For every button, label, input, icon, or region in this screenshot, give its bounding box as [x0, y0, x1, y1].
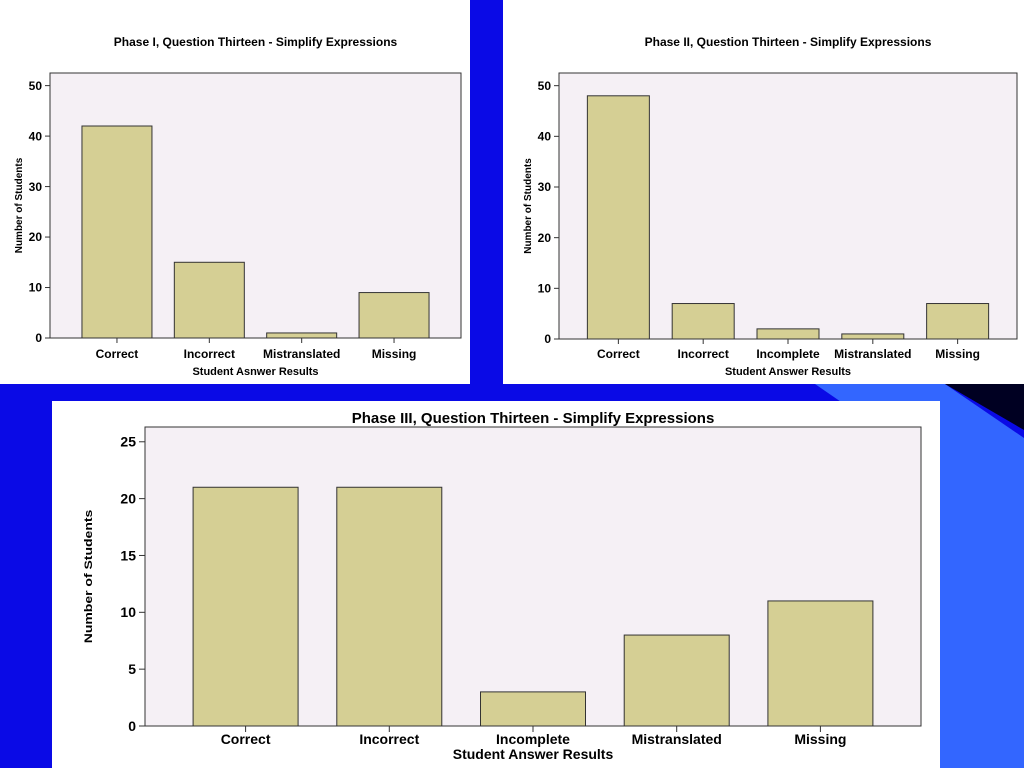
x-tick-label: Incorrect: [678, 347, 729, 361]
bar-correct: [81, 125, 153, 339]
y-axis-label: Number of Students: [82, 510, 94, 644]
y-tick-label: 20: [120, 491, 136, 507]
y-tick-label: 0: [128, 718, 136, 734]
y-tick-label: 25: [120, 434, 136, 450]
y-tick-label: 20: [29, 230, 43, 244]
x-tick-label: Incorrect: [184, 347, 235, 361]
y-tick-label: 40: [29, 129, 43, 143]
x-tick-label: Correct: [597, 347, 640, 361]
chart-title: Phase III, Question Thirteen - Simplify …: [352, 410, 715, 427]
y-tick-label: 5: [128, 661, 136, 677]
bar-incorrect: [173, 261, 245, 339]
x-tick-label: Incomplete: [496, 731, 570, 747]
bar-mistranslated: [623, 634, 730, 727]
y-tick-label: 10: [29, 281, 43, 295]
bar-correct: [586, 95, 650, 340]
bar-missing: [926, 303, 990, 340]
x-tick-label: Mistranslated: [834, 347, 911, 361]
chart-panel-phase-2: Phase II, Question Thirteen - Simplify E…: [503, 0, 1024, 384]
y-tick-label: 20: [538, 231, 552, 245]
y-axis-label: Number of Students: [14, 157, 25, 253]
y-tick-label: 50: [538, 79, 552, 93]
bar-incorrect: [671, 303, 735, 340]
x-tick-label: Correct: [221, 731, 271, 747]
chart-phase-3: Phase III, Question Thirteen - Simplify …: [82, 410, 922, 762]
chart-title: Phase II, Question Thirteen - Simplify E…: [645, 35, 932, 49]
x-tick-label: Missing: [372, 347, 417, 361]
bar-mistranslated: [841, 333, 905, 340]
accent-shape: [815, 384, 1024, 768]
x-tick-label: Incorrect: [359, 731, 419, 747]
bar-missing: [767, 600, 874, 727]
chart-title: Phase I, Question Thirteen - Simplify Ex…: [114, 35, 398, 49]
x-tick-label: Missing: [935, 347, 980, 361]
y-tick-label: 10: [120, 604, 136, 620]
y-tick-label: 50: [29, 79, 43, 93]
y-axis-label: Number of Students: [523, 158, 534, 254]
chart-panel-phase-3: Phase III, Question Thirteen - Simplify …: [52, 401, 940, 768]
chart-panel-phase-1: Phase I, Question Thirteen - Simplify Ex…: [0, 0, 470, 384]
y-tick-label: 10: [538, 282, 552, 296]
x-tick-label: Correct: [96, 347, 139, 361]
bar-mistranslated: [266, 332, 338, 339]
chart-phase-1: Phase I, Question Thirteen - Simplify Ex…: [14, 35, 462, 378]
dark-corner-shape: [945, 384, 1024, 430]
x-tick-label: Mistranslated: [632, 731, 722, 747]
bar-incorrect: [336, 486, 443, 727]
bar-incomplete: [756, 328, 820, 340]
y-tick-label: 30: [29, 180, 43, 194]
y-tick-label: 15: [120, 547, 136, 563]
y-tick-label: 0: [544, 332, 551, 346]
chart-phase-2: Phase II, Question Thirteen - Simplify E…: [523, 35, 1018, 378]
bar-correct: [192, 486, 299, 727]
y-tick-label: 40: [538, 130, 552, 144]
x-tick-label: Missing: [794, 731, 846, 747]
y-tick-label: 0: [35, 331, 42, 345]
x-axis-label: Student Answer Results: [453, 746, 614, 762]
x-tick-label: Incomplete: [756, 347, 820, 361]
y-tick-label: 30: [538, 180, 552, 194]
bar-missing: [358, 292, 430, 339]
x-tick-label: Mistranslated: [263, 347, 340, 361]
x-axis-label: Student Answer Results: [725, 366, 851, 378]
x-axis-label: Student Asnwer Results: [192, 366, 318, 378]
bar-incomplete: [480, 691, 586, 727]
